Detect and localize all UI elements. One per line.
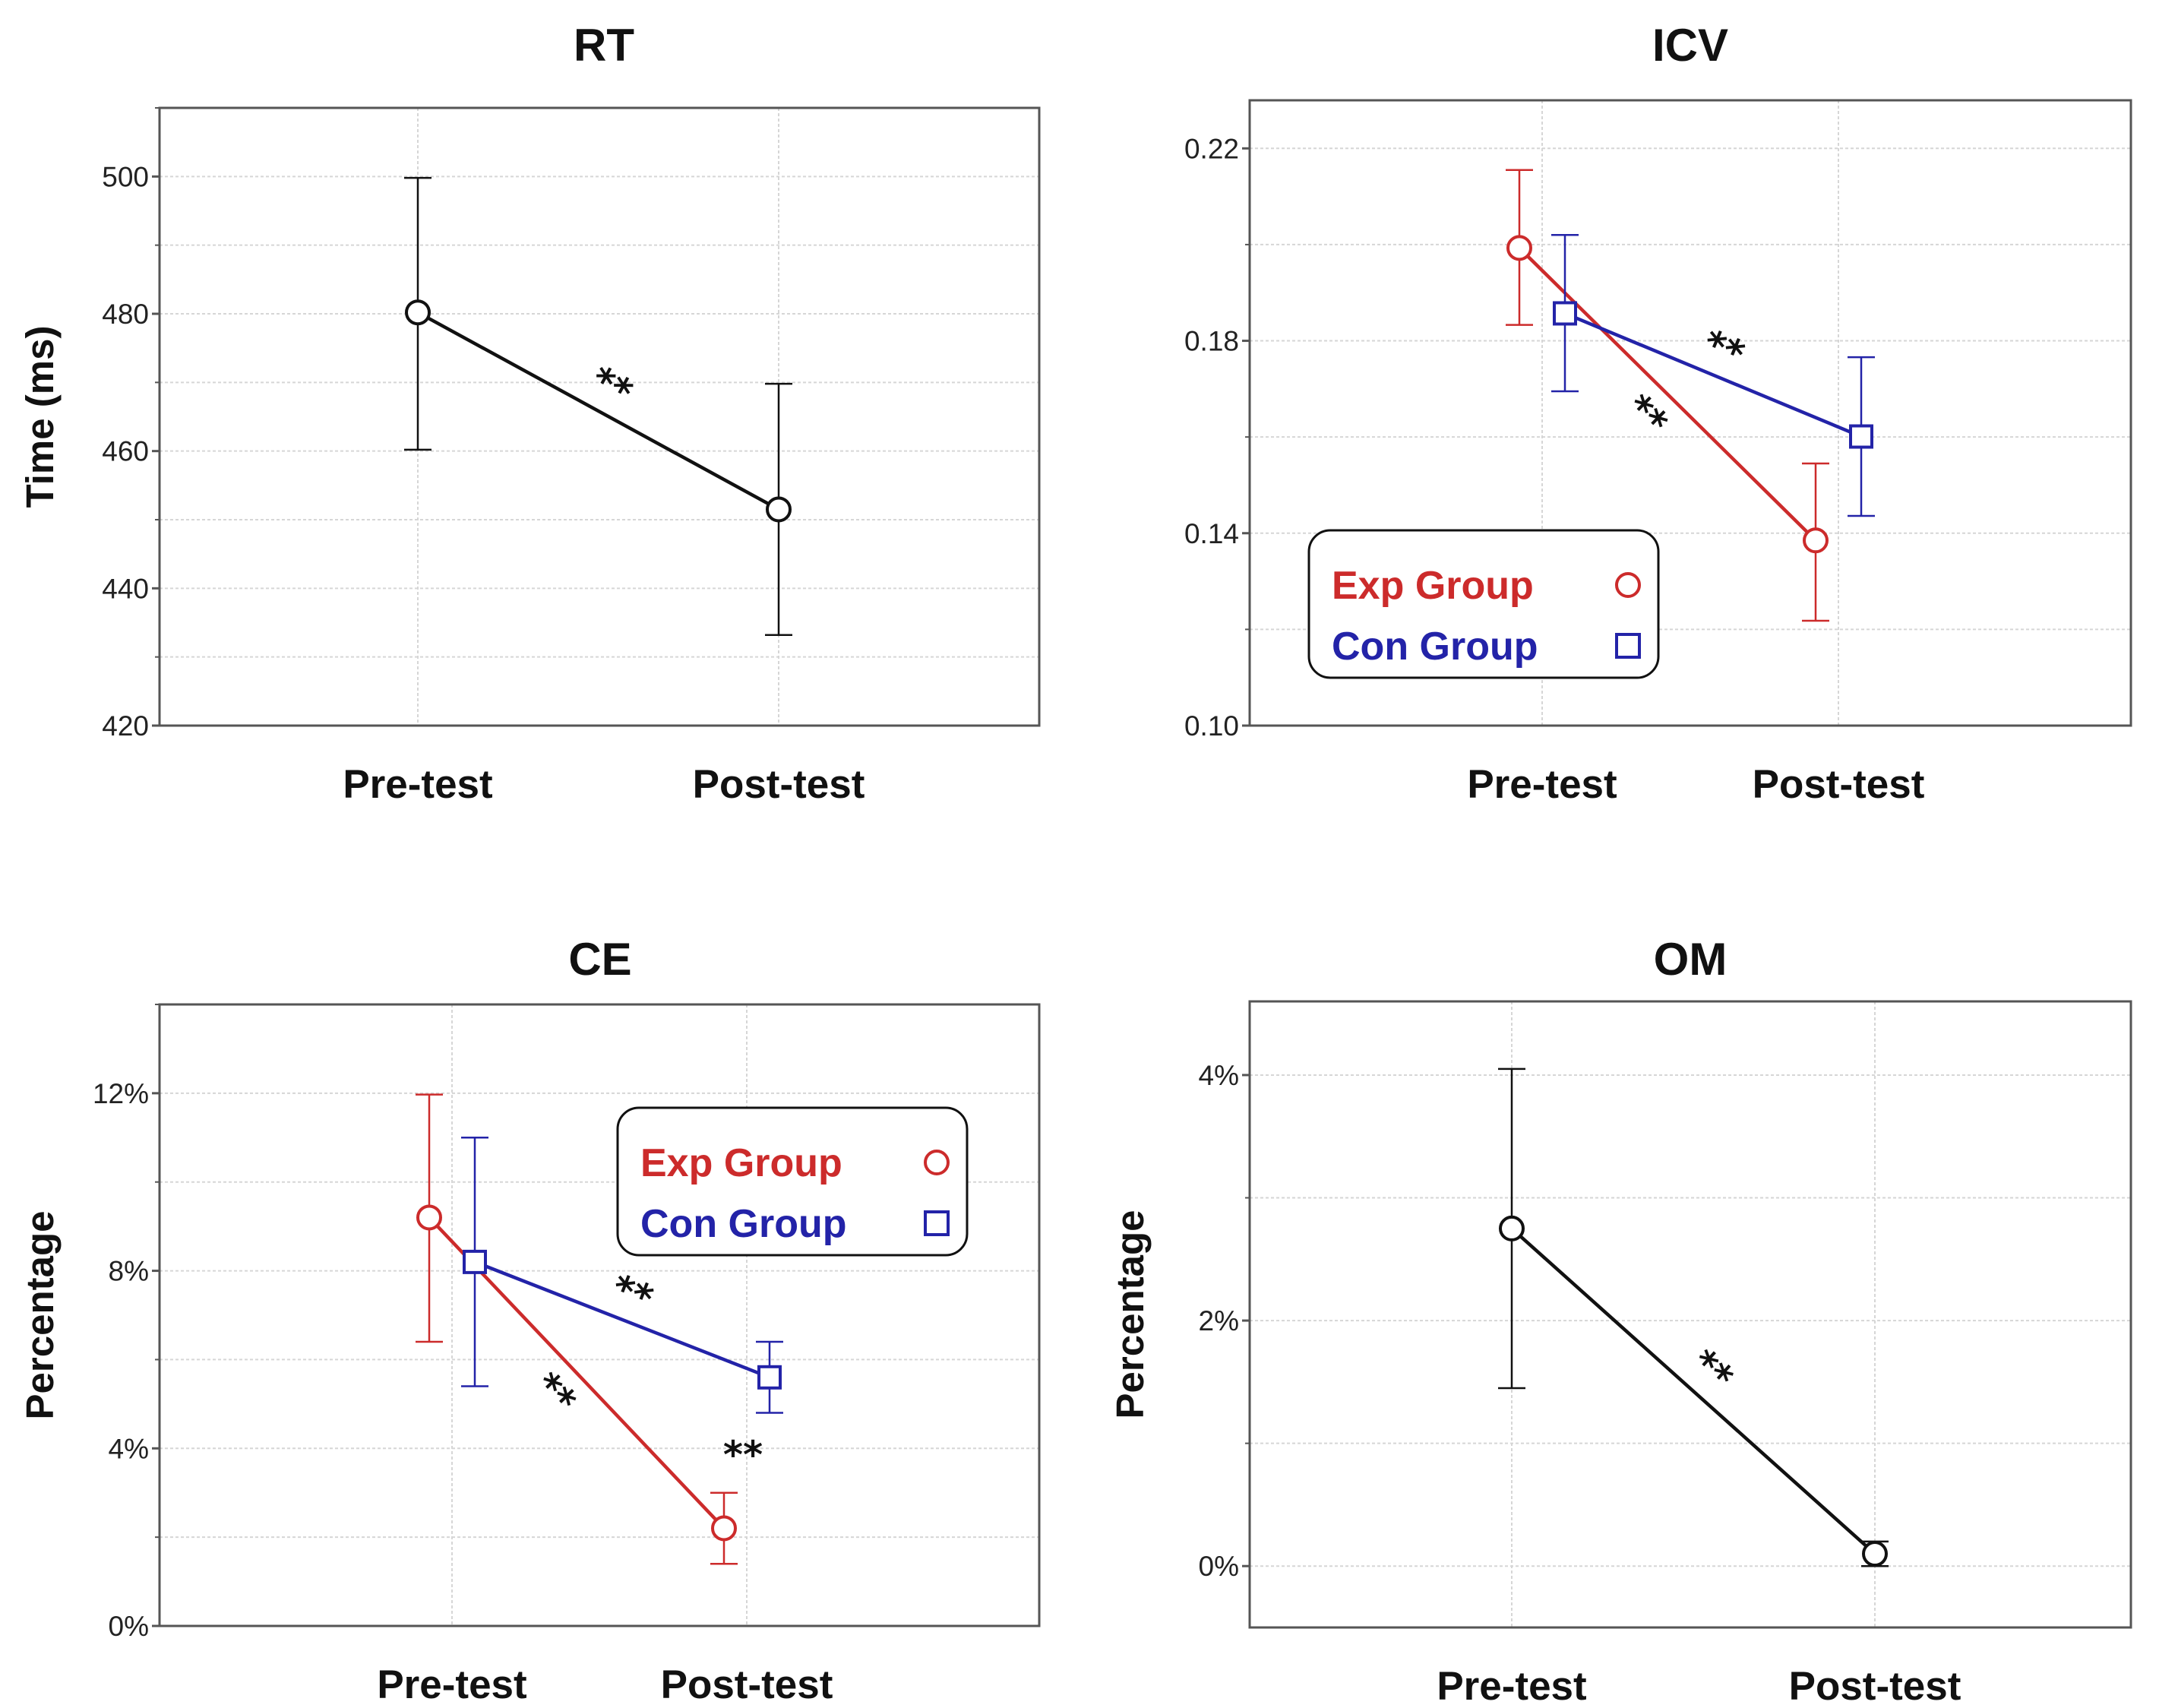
- y-tick-label: 500: [102, 161, 149, 192]
- y-tick-label: 480: [102, 299, 149, 330]
- data-point-circle: [1499, 1215, 1525, 1241]
- y-tick-label: 460: [102, 436, 149, 467]
- legend-marker-square: [924, 1210, 950, 1236]
- chart-title: RT: [574, 20, 634, 71]
- y-tick-label: 420: [102, 710, 149, 742]
- plot-frame: [1248, 99, 2132, 727]
- x-category-label: Pre-test: [1437, 1664, 1586, 1708]
- legend-marker-circle: [924, 1150, 950, 1175]
- legend: Exp Group Con Group: [1307, 529, 1660, 679]
- chart-title: ICV: [1652, 20, 1728, 71]
- plot-frame: [158, 106, 1041, 727]
- x-category-label: Post-test: [1789, 1664, 1961, 1708]
- x-category-label: Post-test: [1753, 762, 1925, 807]
- series-line: [1518, 246, 1817, 542]
- legend-marker-circle: [1615, 572, 1641, 598]
- plot-area: [160, 108, 1039, 726]
- series-line: [1564, 312, 1862, 438]
- x-category-label: Post-test: [693, 762, 865, 807]
- y-tick-label: 2%: [1199, 1305, 1239, 1336]
- legend-label: Exp Group: [1332, 564, 1534, 608]
- chart-title: OM: [1654, 934, 1728, 985]
- legend-box: [616, 1106, 969, 1257]
- y-axis-label: Percentage: [1108, 1210, 1152, 1419]
- data-point-square: [757, 1365, 782, 1390]
- plot-frame: [158, 1003, 1041, 1627]
- data-point-circle: [1803, 527, 1829, 554]
- data-point-circle: [766, 496, 792, 523]
- y-tick-label: 4%: [1199, 1060, 1239, 1091]
- x-category-label: Pre-test: [377, 1662, 526, 1707]
- chart-title: CE: [568, 934, 631, 985]
- data-point-square: [1553, 301, 1577, 326]
- y-tick-label: 0%: [109, 1611, 149, 1642]
- data-point-circle: [416, 1204, 442, 1231]
- series-line: [1510, 1227, 1876, 1555]
- x-category-label: Pre-test: [1467, 762, 1617, 807]
- legend-label: Con Group: [640, 1202, 847, 1246]
- x-category-label: Post-test: [661, 1662, 833, 1707]
- legend-label: Exp Group: [640, 1141, 842, 1185]
- legend-label: Con Group: [1332, 625, 1538, 669]
- y-axis-label: Time (ms): [18, 326, 62, 508]
- series-line: [416, 311, 780, 511]
- series-line: [474, 1260, 770, 1379]
- y-tick-label: 0.14: [1184, 518, 1239, 549]
- y-tick-label: 4%: [109, 1433, 149, 1464]
- y-tick-label: 0.22: [1184, 133, 1239, 164]
- plot-area: [1250, 1001, 2131, 1627]
- plot-frame: [1248, 1000, 2132, 1629]
- chart-rt: RT 420 440 460 480 500 Pre-test Post-test Time (…: [18, 20, 1041, 807]
- y-tick-label: 0.10: [1184, 710, 1239, 742]
- data-point-circle: [1862, 1541, 1888, 1567]
- legend-box: [1307, 529, 1660, 679]
- y-tick-label: 440: [102, 573, 149, 604]
- data-point-circle: [1506, 235, 1532, 261]
- data-point-square: [463, 1249, 487, 1274]
- plot-area: [160, 1004, 1039, 1626]
- data-point-circle: [711, 1515, 737, 1542]
- significance-marker: **: [723, 1433, 763, 1477]
- y-axis-label: Percentage: [18, 1211, 62, 1420]
- chart-ce: CE 0% 4% 8% 12% Pre-test Post-test Percentage **…: [18, 934, 1041, 1707]
- legend: Exp Group Con Group: [616, 1106, 969, 1257]
- y-tick-label: 0.18: [1184, 326, 1239, 357]
- data-point-square: [1849, 424, 1873, 449]
- y-tick-label: 0%: [1199, 1551, 1239, 1582]
- x-category-label: Pre-test: [343, 762, 492, 807]
- y-tick-label: 8%: [109, 1256, 149, 1287]
- data-point-circle: [405, 299, 431, 326]
- charts-root: RT 420 440 460 480 500 Pre-test Post-test Time (…: [18, 20, 2132, 1708]
- y-tick-label: 12%: [93, 1078, 149, 1109]
- legend-marker-square: [1615, 633, 1641, 659]
